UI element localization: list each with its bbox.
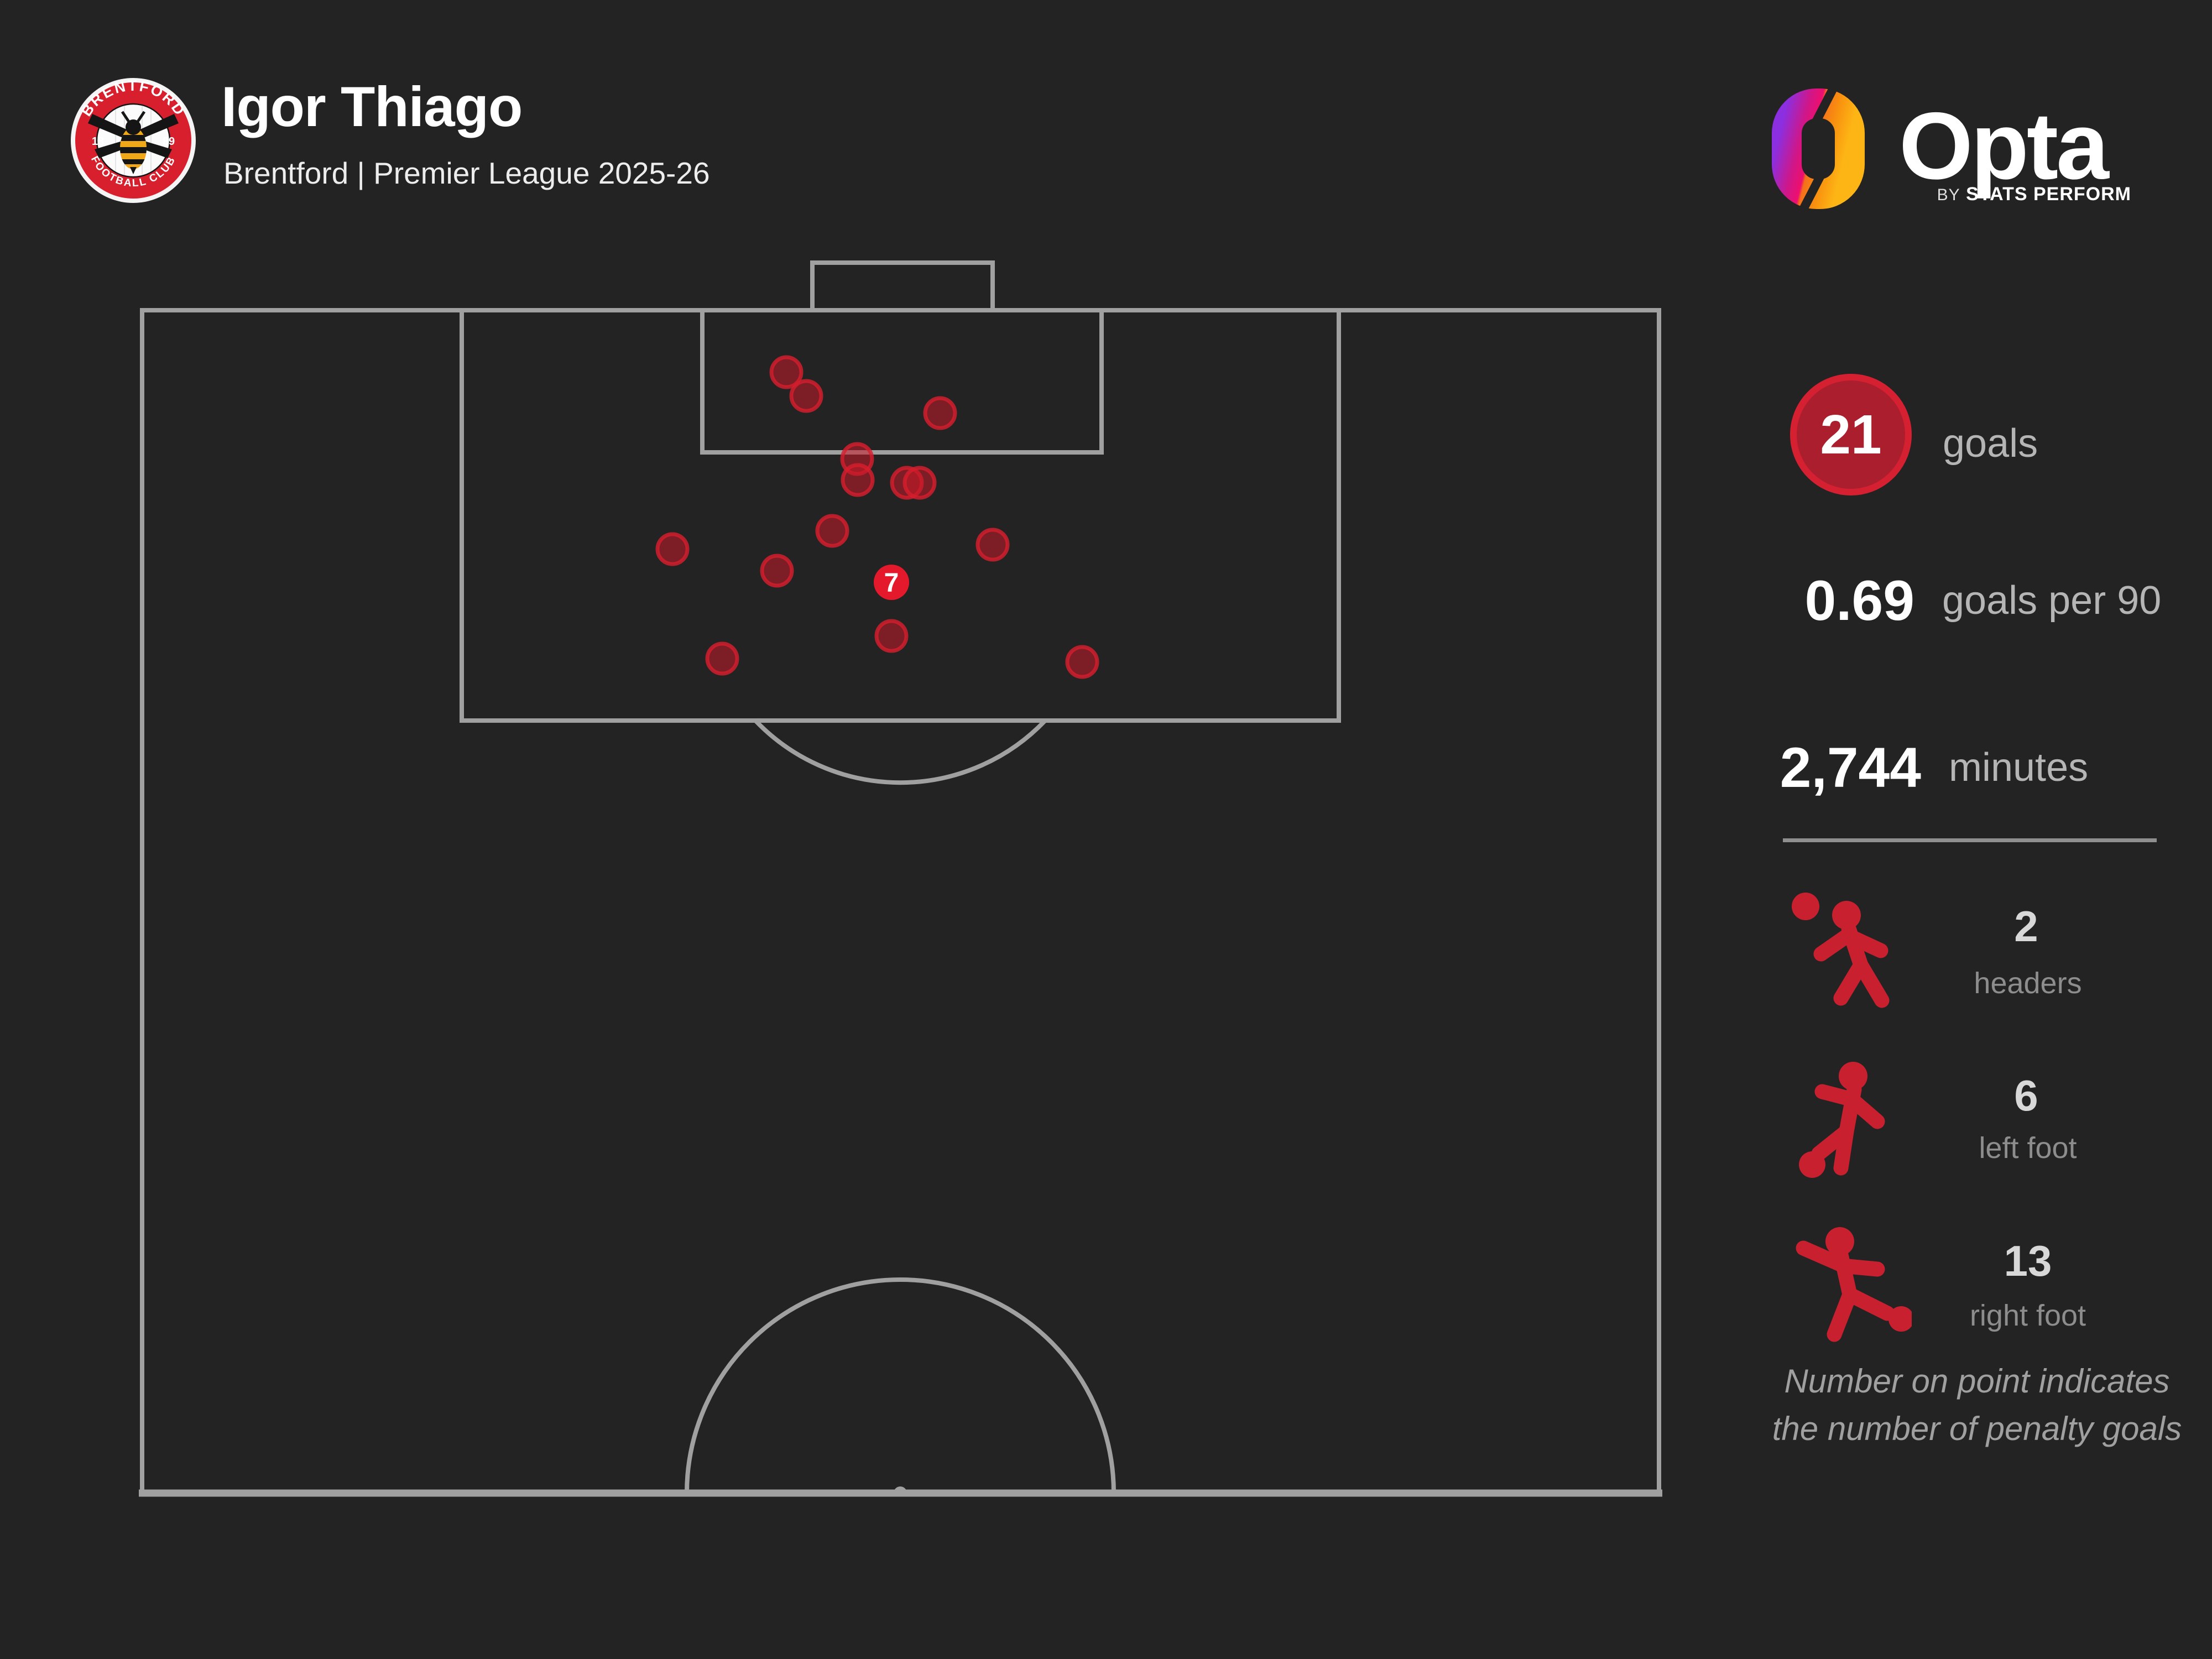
badge-year-left: 18 — [92, 135, 104, 148]
penalty-note: Number on point indicates the number of … — [1747, 1358, 2206, 1453]
goals-per-90-value: 0.69 — [1804, 569, 1914, 632]
goal-dot — [1065, 645, 1099, 679]
goal-dot — [769, 355, 804, 389]
stats-divider — [1783, 838, 2157, 842]
goal-dot — [874, 619, 909, 653]
goal-dot — [975, 528, 1010, 562]
goal-dot — [902, 466, 937, 500]
penalty-goal-count-label: 7 — [884, 568, 899, 598]
goals-per-90-label: goals per 90 — [1942, 578, 2162, 623]
right-foot-label: right foot — [1969, 1299, 2086, 1332]
goals-total-label: goals — [1943, 421, 2038, 466]
left-foot-label: left foot — [1979, 1131, 2077, 1165]
left-foot-goal-icon — [1799, 1062, 1885, 1178]
goal-dot — [705, 641, 739, 676]
goal-dot — [923, 396, 957, 430]
goal-dot — [655, 532, 690, 566]
penalty-note-line1: Number on point indicates — [1784, 1363, 2170, 1400]
centre-spot — [894, 1486, 907, 1493]
minutes-value: 2,744 — [1780, 736, 1921, 799]
headers-value: 2 — [2014, 902, 2038, 951]
opta-byline: BY STATS PERFORM — [1871, 184, 2131, 205]
goal-dot — [841, 463, 875, 497]
goal-dot — [815, 514, 849, 548]
opta-wordmark: Opta — [1899, 93, 2109, 199]
goals-total-circle: 21 — [1790, 374, 1912, 495]
penalty-area — [460, 308, 1341, 723]
penalty-arc — [754, 719, 1047, 785]
opta-logo: Opta BY STATS PERFORM — [1772, 88, 2159, 232]
centre-circle — [685, 1277, 1116, 1494]
goals-total-value: 21 — [1820, 403, 1882, 466]
page-title: Igor Thiago — [221, 75, 523, 138]
opta-byline-name: STATS PERFORM — [1966, 184, 2131, 205]
goal-dot — [760, 554, 794, 588]
penalty-goal-dot — [874, 565, 909, 600]
goal-dots-layer: 7 — [655, 355, 1099, 679]
left-foot-value: 6 — [2014, 1071, 2038, 1120]
badge-year-right: 89 — [163, 135, 175, 148]
brentford-badge: BRENTFORD FOOTBALL CLUB 18 89 — [71, 77, 196, 203]
header-goal-icon — [1792, 893, 1890, 1008]
six-yard-box — [700, 308, 1104, 455]
penalty-note-line2: the number of penalty goals — [1772, 1410, 2182, 1447]
opta-byline-prefix: BY — [1937, 186, 1960, 204]
right-foot-goal-icon — [1796, 1227, 1912, 1342]
right-foot-value: 13 — [2004, 1237, 2052, 1285]
goal-frame — [810, 260, 995, 312]
page-subtitle: Brentford | Premier League 2025-26 — [223, 156, 710, 190]
badge-bee — [88, 111, 179, 174]
headers-label: headers — [1974, 967, 2082, 1000]
minutes-label: minutes — [1949, 745, 2089, 790]
opta-o-icon — [1772, 88, 1865, 209]
goal-dot — [789, 379, 823, 413]
